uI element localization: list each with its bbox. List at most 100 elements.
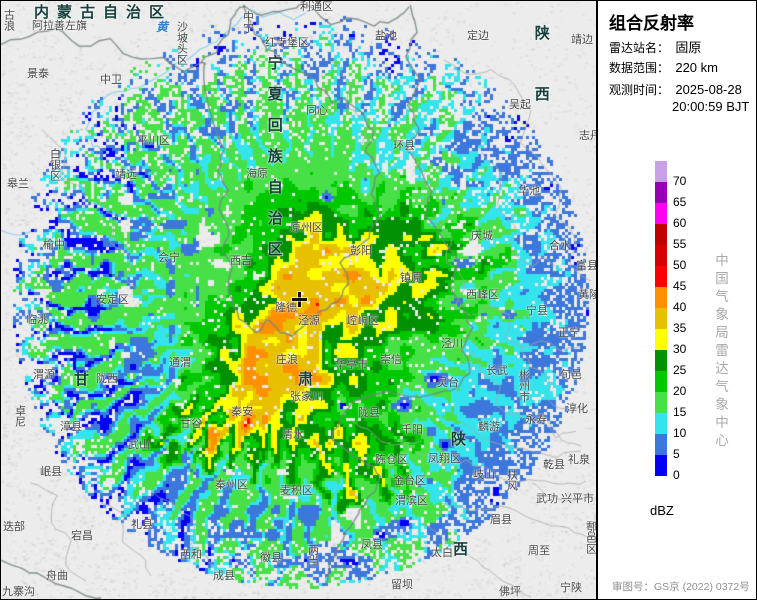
place-label: 海原 xyxy=(246,168,268,180)
place-label: 崇信 xyxy=(380,354,402,366)
place-label: 正宁 xyxy=(558,327,580,339)
place-label: 宁县 xyxy=(526,305,548,317)
place-label: 甘谷 xyxy=(180,418,202,430)
place-label: 卓尼 xyxy=(13,405,26,427)
legend-color-swatch xyxy=(655,182,667,203)
place-label: 合水 xyxy=(549,240,571,252)
place-label: 定边 xyxy=(467,30,489,42)
legend-tick-label: 15 xyxy=(673,405,687,419)
legend-tick-label: 50 xyxy=(673,258,687,272)
place-label: 庄浪 xyxy=(276,354,298,366)
place-label: 兴平市 xyxy=(561,493,594,505)
place-label: 灵台 xyxy=(437,377,459,389)
legend-tick-label: 65 xyxy=(673,195,687,209)
place-label: 成县 xyxy=(213,570,235,582)
legend-tick-label: 20 xyxy=(673,384,687,398)
place-label: 宕昌 xyxy=(71,530,93,542)
product-title: 组合反射率 xyxy=(609,14,694,33)
legend-tick-label: 60 xyxy=(673,216,687,230)
legend-color-swatch xyxy=(655,245,667,266)
place-label: 千阳 xyxy=(401,424,423,436)
place-label: 岷县 xyxy=(40,466,62,478)
place-label: 太白 xyxy=(431,547,453,559)
station-name-label: 雷达站名： xyxy=(609,41,670,55)
place-label: 留坝 xyxy=(391,579,413,591)
place-label: 凤翔区 xyxy=(428,453,461,465)
province-label: 甘 xyxy=(74,371,91,388)
place-label: 金台区 xyxy=(393,475,426,487)
place-label: 武山 xyxy=(128,439,150,451)
place-label: 西吉 xyxy=(230,255,252,267)
legend-color-swatch xyxy=(655,371,667,392)
legend-color-swatch xyxy=(655,203,667,224)
data-range-value: 220 km xyxy=(675,60,718,75)
place-label: 鄠邑区 xyxy=(584,521,596,554)
place-label: 泾源 xyxy=(298,315,320,327)
province-label: 陕 xyxy=(451,431,468,448)
radar-station-marker xyxy=(292,292,307,307)
province-label: 肃 xyxy=(298,371,315,388)
legend-tick-label: 0 xyxy=(673,468,680,482)
place-label: 通渭 xyxy=(169,357,191,369)
place-label: 富县 xyxy=(576,260,596,272)
place-label: 华亭市 xyxy=(335,359,368,371)
place-label: 凤县 xyxy=(361,539,383,551)
legend-color-swatch xyxy=(655,266,667,287)
legend-color-swatch xyxy=(655,161,667,182)
place-label: 榆中 xyxy=(43,239,65,251)
place-label: 佛坪 xyxy=(499,586,521,598)
place-label: 吴起 xyxy=(509,99,531,111)
legend-color-swatch xyxy=(655,350,667,371)
province-label: 内蒙古自治区 xyxy=(34,4,173,21)
map-label-layer: 内蒙古自治区 宁夏回族自治区 陕西陕西甘肃黄古浪 阿拉善左旗 中宁 利通区 盐池 定边 靖边 景泰… xyxy=(1,1,596,599)
place-label: 麟游 xyxy=(478,421,500,433)
province-label: 宁夏回族自治区 xyxy=(265,55,283,272)
place-label: 徽县 xyxy=(260,552,282,564)
place-label: 会宁 xyxy=(158,252,180,264)
obs-time-clock: 20:00:59 BJT xyxy=(672,99,750,114)
place-label: 庆城 xyxy=(471,230,493,242)
place-label: 同心 xyxy=(306,105,328,117)
place-label: 平川区 xyxy=(137,135,170,147)
place-label: 利通区 xyxy=(300,1,333,13)
legend-tick-label: 30 xyxy=(673,342,687,356)
place-label: 沙坡头区 xyxy=(175,21,188,65)
place-label: 永寿 xyxy=(525,414,547,426)
radar-map: 内蒙古自治区 宁夏回族自治区 陕西陕西甘肃黄古浪 阿拉善左旗 中宁 利通区 盐池 定边 靖边 景泰… xyxy=(1,1,596,599)
legend-scale: 70 65 60 55 50 45 40 35 30 25 20 15 10 5 0 xyxy=(655,161,715,482)
map-approval-number: 审图号：GS京 (2022) 0372号 xyxy=(612,581,750,593)
place-label: 镇原 xyxy=(400,272,422,284)
place-label: 白银区 xyxy=(48,148,61,181)
place-label: 志丹 xyxy=(579,130,596,142)
place-label: 渭源 xyxy=(33,369,55,381)
place-label: 靖边 xyxy=(571,34,593,46)
info-panel: 组合反射率 雷达站名： 固原 数据范围： 220 km 观测时间： 2025-0… xyxy=(596,1,756,599)
place-label: 礼县 xyxy=(131,519,153,531)
legend-tick-label: 40 xyxy=(673,300,687,314)
place-label: 华池 xyxy=(518,185,540,197)
place-label: 西和 xyxy=(180,549,202,561)
obs-time-label: 观测时间： xyxy=(609,83,670,97)
place-label: 张家川 xyxy=(290,391,323,403)
place-label: 礼泉 xyxy=(568,454,590,466)
place-label: 环县 xyxy=(393,140,415,152)
place-label: 临洮 xyxy=(26,314,48,326)
place-label: 红寺堡区 xyxy=(265,37,309,49)
province-label: 陕西 xyxy=(532,25,550,147)
legend-tick-label: 70 xyxy=(673,174,687,188)
place-label: 淳化 xyxy=(566,403,588,415)
place-label: 舟曲 xyxy=(46,570,68,582)
place-label: 乾县 xyxy=(543,459,565,471)
legend-tick-label: 5 xyxy=(673,447,680,461)
legend-tick-label: 10 xyxy=(673,426,687,440)
place-label: 迭部 xyxy=(3,521,25,533)
place-label: 崆峒区 xyxy=(346,315,379,327)
place-label: 长武 xyxy=(486,365,508,377)
data-range-label: 数据范围： xyxy=(609,61,670,75)
place-label: 周至 xyxy=(528,545,550,557)
watermark-text: 中国气象局雷达气象中心 xyxy=(713,253,728,451)
place-label: 隆德 xyxy=(275,302,297,314)
place-label: 岐山 xyxy=(473,469,495,481)
place-label: 靖远 xyxy=(115,169,137,181)
